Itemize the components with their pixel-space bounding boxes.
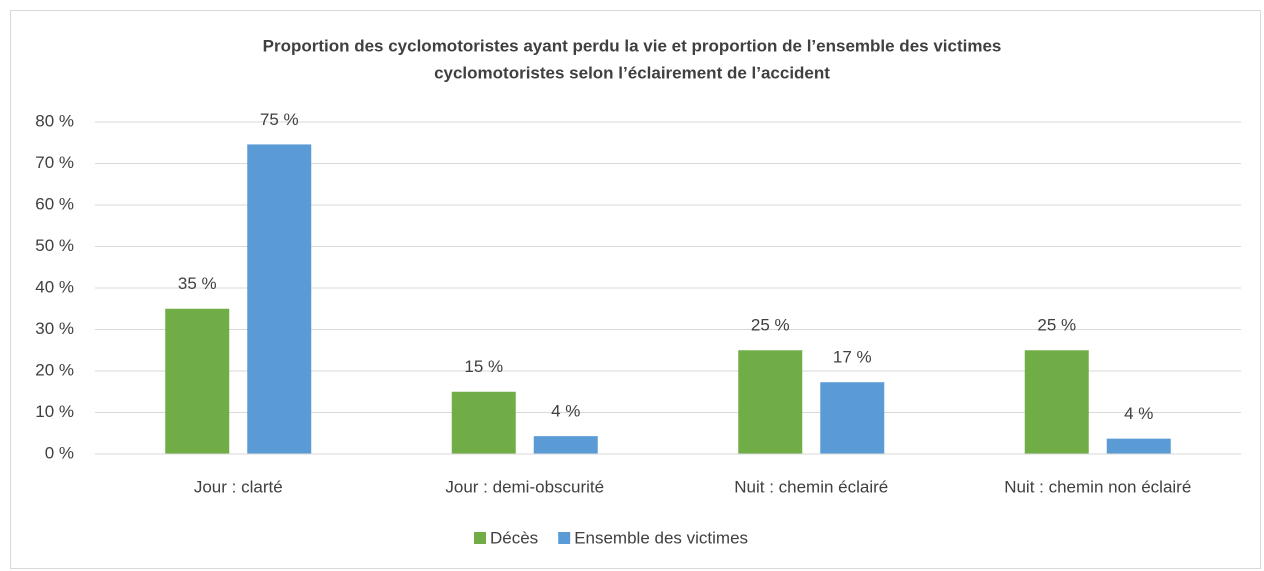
data-label: 4 % (1124, 404, 1153, 423)
y-tick-label: 80 % (35, 111, 74, 130)
y-tick-label: 20 % (35, 360, 74, 379)
chart-border (10, 10, 1261, 569)
x-tick-label: Nuit : chemin non éclairé (1004, 477, 1191, 496)
data-label: 25 % (751, 316, 790, 335)
legend-label: Décès (490, 528, 538, 547)
bar (1106, 438, 1171, 454)
legend-swatch (558, 532, 571, 544)
data-label: 15 % (464, 357, 503, 376)
y-tick-label: 60 % (35, 194, 74, 213)
chart-title: cyclomotoristes selon l’éclairement de l… (434, 63, 830, 82)
y-tick-label: 40 % (35, 277, 74, 296)
x-tick-label: Nuit : chemin éclairé (734, 477, 888, 496)
bar (738, 350, 803, 454)
chart-title: Proportion des cyclomotoristes ayant per… (263, 36, 1002, 55)
legend-label: Ensemble des victimes (574, 528, 748, 547)
data-label: 35 % (178, 274, 217, 293)
legend-swatch (474, 532, 486, 544)
x-tick-label: Jour : clarté (194, 477, 283, 496)
y-tick-label: 50 % (35, 236, 74, 255)
bar (533, 436, 598, 454)
data-label: 4 % (551, 402, 580, 421)
bar (247, 144, 312, 454)
bar (165, 308, 230, 454)
y-tick-label: 70 % (35, 153, 74, 172)
x-tick-label: Jour : demi-obscurité (445, 477, 604, 496)
y-tick-label: 30 % (35, 319, 74, 338)
data-label: 25 % (1037, 316, 1076, 335)
bar (1024, 350, 1089, 454)
data-label: 17 % (833, 348, 872, 367)
bar (451, 391, 516, 454)
bar (820, 382, 885, 454)
y-tick-label: 10 % (35, 402, 74, 421)
y-tick-label: 0 % (45, 443, 74, 462)
data-label: 75 % (260, 110, 299, 129)
